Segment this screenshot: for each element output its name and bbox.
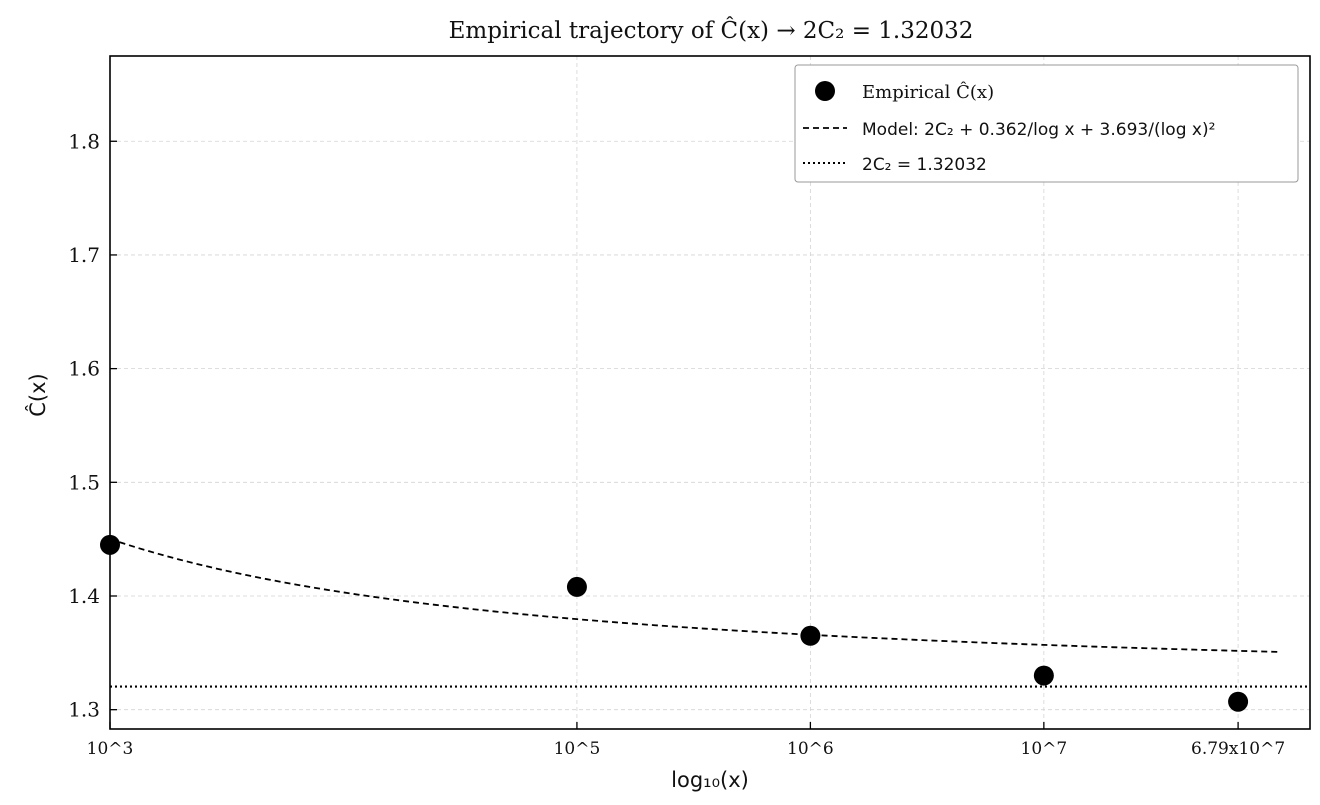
x-tick-label: 10^5 <box>554 739 601 759</box>
ticks: 10^3 10^5 10^6 10^7 6.79x10^7 1.3 1.4 1.5 1.6 1.7… <box>68 129 1285 759</box>
empirical-point <box>800 625 821 646</box>
plot-frame <box>109 55 1311 730</box>
empirical-point <box>1033 665 1054 686</box>
y-tick-label: 1.8 <box>68 129 100 153</box>
x-axis-label: log₁₀(x) <box>671 768 749 792</box>
y-axis-label: Ĉ(x) <box>25 373 50 416</box>
legend-label-model: Model: 2C₂ + 0.362/log x + 3.693/(log x)… <box>862 120 1215 140</box>
legend-box <box>794 64 1299 183</box>
legend: Empirical Ĉ(x) Model: 2C₂ + 0.362/log x … <box>794 64 1299 183</box>
x-tick-label: 6.79x10^7 <box>1191 739 1285 759</box>
y-tick-label: 1.6 <box>68 357 100 381</box>
y-tick-label: 1.5 <box>68 470 100 494</box>
legend-label-asymptote: 2C₂ = 1.32032 <box>862 155 987 175</box>
legend-marker-empirical <box>815 81 835 101</box>
x-tick-label: 10^3 <box>87 739 134 759</box>
y-tick-label: 1.7 <box>68 243 100 267</box>
series-layer <box>100 534 1310 712</box>
x-tick-label: 10^6 <box>787 739 834 759</box>
x-tick-label: 10^7 <box>1021 739 1068 759</box>
empirical-point <box>1228 691 1249 712</box>
chart-title: Empirical trajectory of Ĉ(x) → 2C₂ = 1.3… <box>449 17 974 44</box>
y-tick-label: 1.3 <box>68 698 100 722</box>
empirical-point <box>566 576 587 597</box>
legend-label-empirical: Empirical Ĉ(x) <box>862 80 994 103</box>
y-tick-label: 1.4 <box>68 584 100 608</box>
model-curve <box>109 538 1278 653</box>
